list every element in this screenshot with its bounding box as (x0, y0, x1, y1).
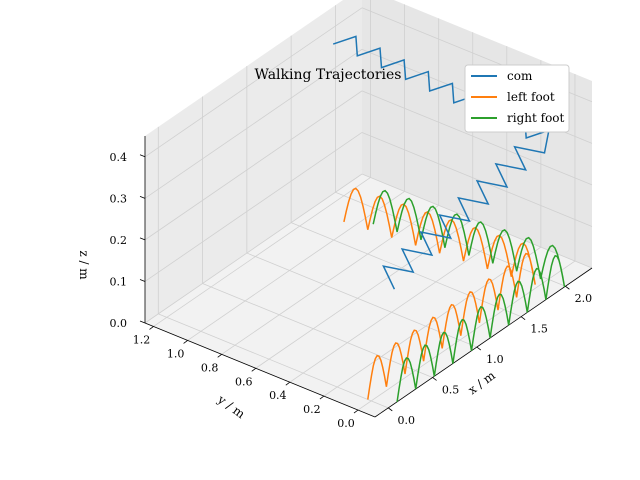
y-tick-label-6: 1.2 (133, 333, 151, 346)
x-axis-label: x / m (465, 368, 498, 397)
x-tick-label-4: 2.0 (575, 292, 593, 305)
grid-floor-y-0 (357, 260, 576, 411)
grid-floor-y-3 (255, 218, 473, 369)
axis-ticks: 0.0 0.5 1.0 1.5 2.0 0.0 0.2 0.4 0.6 0.8 1.0 1.2 0.0 0… (110, 151, 593, 430)
z-tick-label-2: 0.2 (110, 234, 128, 247)
grid-floor-y-2 (289, 232, 508, 383)
series-line-left-foot (343, 187, 536, 400)
z-tick-label-1: 0.1 (110, 275, 128, 288)
y-tick-label-1: 0.2 (303, 403, 321, 416)
grid-back-z-2 (144, 90, 363, 241)
y-axis-label: y / m (214, 392, 248, 422)
axes-grid (144, 0, 593, 411)
z-tick-label-3: 0.3 (110, 192, 128, 205)
x-tick-label-3: 1.5 (530, 323, 548, 336)
z-tick-1 (139, 279, 146, 282)
x-tick-4 (565, 285, 570, 290)
axis-lines (144, 136, 593, 418)
z-tick-0 (139, 320, 146, 324)
chart-title: Walking Trajectories (255, 67, 402, 83)
y-axis-line (144, 322, 376, 418)
grid-side-z-1 (361, 132, 593, 227)
x-tick-0 (388, 407, 393, 412)
y-tick-0 (353, 409, 359, 414)
grid-floor-y-4 (221, 205, 439, 355)
y-tick-2 (285, 381, 291, 386)
x-tick-label-0: 0.0 (398, 414, 416, 427)
x-tick-3 (520, 316, 526, 320)
x-tick-label-1: 0.5 (442, 383, 460, 396)
y-tick-4 (217, 354, 222, 358)
legend-label-left-foot: left foot (507, 90, 555, 104)
y-tick-label-0: 0.0 (337, 417, 355, 430)
x-tick-1 (432, 377, 437, 381)
grid-side-z-0 (361, 173, 593, 269)
z-tick-2 (139, 237, 146, 241)
y-tick-label-2: 0.4 (269, 389, 287, 402)
y-tick-label-4: 0.8 (201, 361, 219, 374)
grid-side-z-2 (361, 90, 593, 186)
y-tick-label-3: 0.6 (235, 375, 253, 388)
y-tick-6 (149, 326, 154, 330)
x-tick-2 (476, 346, 482, 351)
grid-back-z-4 (144, 7, 363, 158)
grid-back-z-1 (144, 132, 363, 282)
legend-label-com: com (507, 69, 533, 83)
grid-floor-y-6 (153, 177, 371, 327)
legend-box (464, 64, 570, 133)
legend: com left foot right foot (464, 64, 570, 133)
axes-panes (145, 0, 592, 417)
y-tick-1 (319, 395, 325, 400)
z-tick-3 (139, 195, 146, 199)
y-tick-5 (183, 340, 188, 344)
grid-floor-y-5 (187, 191, 405, 341)
y-tick-3 (251, 367, 256, 372)
grid-floor-x-1 (202, 283, 433, 378)
legend-label-right-foot: right foot (507, 111, 565, 125)
grid-back-z-3 (144, 49, 363, 199)
series-line-right-foot (372, 189, 566, 402)
x-tick-label-2: 1.0 (486, 353, 504, 366)
z-tick-label-4: 0.4 (110, 151, 128, 164)
z-axis-label: z / m (77, 250, 91, 280)
x-axis-line (374, 267, 593, 418)
grid-floor-x-0 (158, 313, 389, 409)
z-tick-label-0: 0.0 (110, 317, 128, 330)
z-tick-4 (139, 154, 146, 158)
back-left-pane (145, 0, 362, 323)
grid-back-z-0 (144, 173, 363, 324)
y-tick-label-5: 1.0 (167, 347, 185, 360)
